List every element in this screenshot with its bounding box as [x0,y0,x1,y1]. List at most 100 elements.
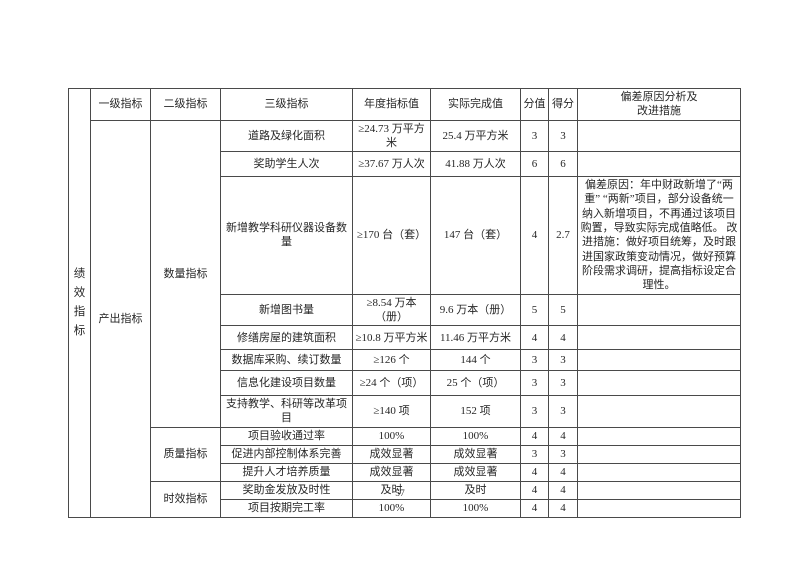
cell-points: 3 [520,444,549,464]
cell-indicator-name: 提升人才培养质量 [220,462,353,482]
table-row: 时效指标 奖助金发放及时性 及时 及时 4 4 [69,480,741,518]
header-level2-indicator: 二级指标 [150,88,221,121]
cell-annual-target: 100% [352,498,431,518]
cell-remark [577,498,741,518]
cell-actual-value: 11.46 万平方米 [430,325,521,351]
cell-actual-value: 147 台（套） [430,176,521,295]
cell-remark [577,151,741,178]
cell-actual-value: 9.6 万本（册） [430,293,521,327]
cell-remark [577,462,741,482]
table-row: 质量指标 项目验收通过率 100% 100% 4 4 [69,426,741,482]
header-points: 分值 [520,88,549,121]
table-row: 促进内部控制体系完善 成效显著 成效显著 3 3 [69,444,741,464]
cell-score: 3 [548,395,578,428]
cell-remark [577,349,741,372]
table-row: 新增教学科研仪器设备数量 ≥170 台（套） 147 台（套） 4 2.7 偏差… [69,176,741,295]
cell-remark [577,444,741,464]
cell-annual-target: ≥37.67 万人次 [352,151,431,178]
cell-indicator-name: 新增图书量 [220,293,353,327]
performance-indicator-table: 绩效指标 一级指标 二级指标 三级指标 年度指标值 实际完成值 分值 得分 偏差… [68,88,741,518]
cell-score: 4 [548,462,578,482]
table-row: 数据库采购、续订数量 ≥126 个 144 个 3 3 [69,349,741,372]
cell-indicator-name: 新增教学科研仪器设备数量 [220,176,353,295]
cell-annual-target: ≥8.54 万本（册） [352,293,431,327]
cell-remark [577,293,741,327]
cell-annual-target: ≥24.73 万平方米 [352,119,431,153]
cell-points: 4 [520,325,549,351]
cell-points: 3 [520,395,549,428]
cell-indicator-name: 支持教学、科研等改革项目 [220,395,353,428]
cell-indicator-name: 数据库采购、续订数量 [220,349,353,372]
cell-actual-value: 41.88 万人次 [430,151,521,178]
cell-remark [577,395,741,428]
cell-actual-value: 100% [430,426,521,446]
cell-remark [577,119,741,153]
cell-indicator-name: 修缮房屋的建筑面积 [220,325,353,351]
cell-level1-output-indicators: 产出指标 [90,119,151,518]
header-deviation-analysis: 偏差原因分析及 改进措施 [577,88,741,121]
cell-score: 4 [548,498,578,518]
header-annual-target: 年度指标值 [352,88,431,121]
cell-score: 3 [548,444,578,464]
table-row: 修缮房屋的建筑面积 ≥10.8 万平方米 11.46 万平方米 4 4 [69,325,741,351]
header-level1-indicator: 一级指标 [90,88,151,121]
table-row: 支持教学、科研等改革项目 ≥140 项 152 项 3 3 [69,395,741,428]
cell-points: 5 [520,293,549,327]
cell-actual-value: 25 个（项） [430,370,521,397]
table-row: 新增图书量 ≥8.54 万本（册） 9.6 万本（册） 5 5 [69,293,741,327]
cell-remark [577,426,741,446]
cell-actual-value: 及时 [430,480,521,500]
table-header-row: 绩效指标 一级指标 二级指标 三级指标 年度指标值 实际完成值 分值 得分 偏差… [68,88,741,518]
cell-level2-quantity-indicators: 数量指标 [150,119,221,428]
cell-remark [577,370,741,397]
cell-points: 3 [520,119,549,153]
row-group-label-performance-indicators: 绩效指标 [68,88,91,518]
cell-actual-value: 100% [430,498,521,518]
cell-points: 3 [520,349,549,372]
cell-points: 4 [520,498,549,518]
table-row: 信息化建设项目数量 ≥24 个（项） 25 个（项） 3 3 [69,370,741,397]
table-row: 奖助学生人次 ≥37.67 万人次 41.88 万人次 6 6 [69,151,741,178]
cell-actual-value: 成效显著 [430,444,521,464]
cell-indicator-name: 项目按期完工率 [220,498,353,518]
table-row: 项目按期完工率 100% 100% 4 4 [69,498,741,518]
cell-indicator-name: 信息化建设项目数量 [220,370,353,397]
cell-actual-value: 152 项 [430,395,521,428]
cell-points: 4 [520,462,549,482]
cell-annual-target: 及时 [352,480,431,500]
cell-points: 4 [520,176,549,295]
cell-score: 3 [548,370,578,397]
cell-points: 3 [520,370,549,397]
header-level3-indicator: 三级指标 [220,88,353,121]
cell-actual-value: 成效显著 [430,462,521,482]
cell-score: 5 [548,293,578,327]
cell-remark [577,325,741,351]
cell-score: 6 [548,151,578,178]
cell-actual-value: 144 个 [430,349,521,372]
cell-indicator-name: 奖助学生人次 [220,151,353,178]
cell-actual-value: 25.4 万平方米 [430,119,521,153]
cell-level2-quality-indicators: 质量指标 [150,426,221,482]
cell-annual-target: ≥126 个 [352,349,431,372]
cell-annual-target: ≥140 项 [352,395,431,428]
performance-indicators-vertical-label: 绩效指标 [73,267,86,337]
cell-annual-target: 成效显著 [352,462,431,482]
header-actual-value: 实际完成值 [430,88,521,121]
cell-annual-target: ≥170 台（套） [352,176,431,295]
cell-level2-timeliness-indicators: 时效指标 [150,480,221,518]
cell-score: 3 [548,349,578,372]
cell-annual-target: 成效显著 [352,444,431,464]
cell-annual-target: ≥10.8 万平方米 [352,325,431,351]
cell-indicator-name: 项目验收通过率 [220,426,353,446]
cell-annual-target: 100% [352,426,431,446]
cell-indicator-name: 道路及绿化面积 [220,119,353,153]
cell-remark-deviation-analysis: 偏差原因：年中财政新增了“两重” “两新”项目，部分设备统一纳入新增项目，不再通… [577,176,741,295]
cell-score: 4 [548,426,578,446]
cell-indicator-name: 促进内部控制体系完善 [220,444,353,464]
cell-score: 2.7 [548,176,578,295]
cell-points: 4 [520,426,549,446]
page-number: 57 [395,489,405,499]
cell-score: 4 [548,325,578,351]
cell-points: 6 [520,151,549,178]
